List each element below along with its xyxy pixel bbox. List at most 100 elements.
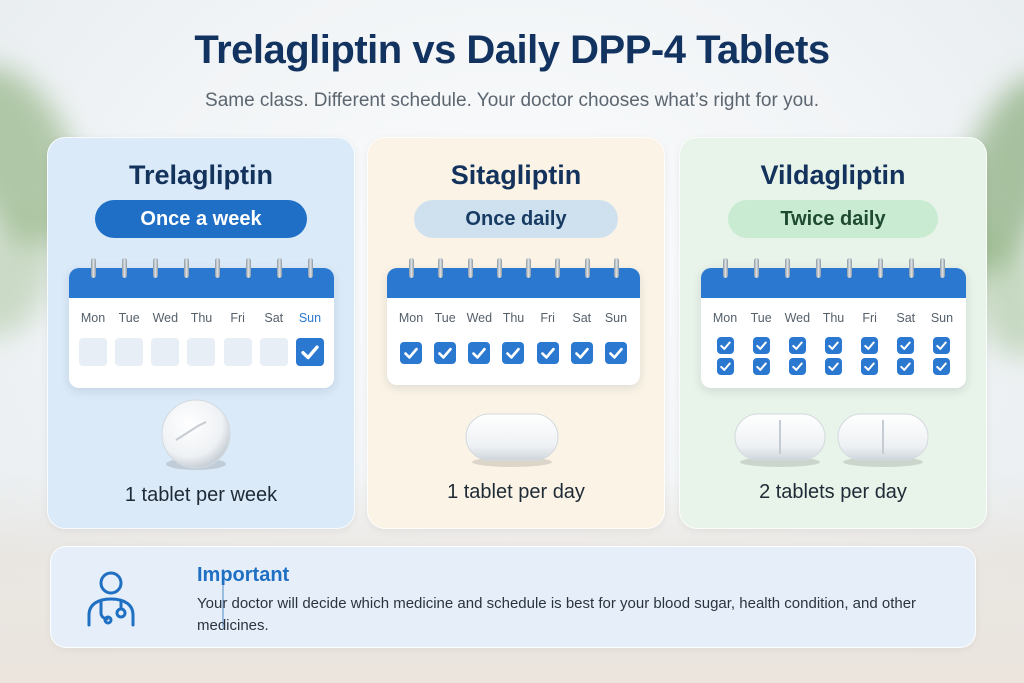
checked-day-checkbox xyxy=(400,342,422,364)
checked-day-checkbox xyxy=(570,342,593,364)
calendar-ring xyxy=(467,258,473,278)
calendar-icon: Mon Tue Wed Thu Fri Sat Sun xyxy=(387,258,640,385)
calendar-ring xyxy=(215,258,220,278)
calendar-header xyxy=(387,268,640,298)
page-title: Trelagliptin vs Daily DPP-4 Tablets xyxy=(194,28,830,72)
calendar-ring xyxy=(584,258,590,278)
checked-day-checkbox xyxy=(604,342,627,364)
note-text: Your doctor will decide which medicine a… xyxy=(197,595,917,634)
dose-caption: 1 tablet per week xyxy=(124,484,278,506)
round-tablet-icon xyxy=(161,399,231,470)
calendar-icon: Mon Tue Wed Thu Fri Sat Sun xyxy=(69,258,334,388)
weekday-label: Sun xyxy=(604,311,628,325)
empty-day-cell xyxy=(187,338,216,366)
weekday-label: Sun xyxy=(298,311,322,325)
doctor-icon xyxy=(87,571,135,627)
weekday-label: Mon xyxy=(712,311,738,325)
note-divider xyxy=(222,569,224,627)
checked-day-checkbox xyxy=(933,358,951,375)
weekday-label: Fri xyxy=(230,311,245,325)
calendar-row xyxy=(709,358,958,375)
scored-tablet-icon xyxy=(837,413,929,467)
checked-day-checkbox xyxy=(468,342,491,364)
calendar-ring xyxy=(184,258,189,278)
checked-day-checkbox xyxy=(502,342,525,364)
weekday-label: Sat xyxy=(896,311,916,325)
weekday-label: Sat xyxy=(572,311,592,325)
checked-day-checkbox xyxy=(434,342,457,364)
frequency-badge: Once daily xyxy=(414,200,618,238)
calendar-ring xyxy=(496,258,502,278)
calendar-row xyxy=(77,338,326,366)
important-note: Important Your doctor will decide which … xyxy=(50,546,976,648)
oval-tablet-icon xyxy=(465,413,559,467)
calendar-ring xyxy=(909,258,914,278)
checked-day-checkbox xyxy=(716,337,734,354)
calendar-ring xyxy=(308,258,313,278)
weekday-label: Wed xyxy=(784,311,811,325)
card-title: Sitagliptin xyxy=(450,160,582,190)
checked-day-checkbox xyxy=(752,358,770,375)
weekday-label: Tue xyxy=(118,311,140,325)
checked-day-checkbox xyxy=(897,337,915,354)
weekday-label: Fri xyxy=(862,311,877,325)
calendar-ring xyxy=(614,258,619,278)
card-vildagliptin: Vildagliptin Twice daily Mon Tue Wed Thu Fri… xyxy=(679,137,987,529)
calendar-ring xyxy=(122,258,127,278)
calendar-ring xyxy=(438,258,444,278)
calendar-ring xyxy=(723,258,728,278)
calendar-ring xyxy=(754,258,759,278)
calendar-header xyxy=(701,268,966,298)
weekday-label: Wed xyxy=(152,311,179,325)
calendar-ring xyxy=(785,258,790,278)
dose-caption: 1 tablet per day xyxy=(447,481,585,503)
weekday-label: Tue xyxy=(750,311,772,325)
calendar-ring xyxy=(878,258,883,278)
checked-day-checkbox xyxy=(861,337,879,354)
calendar-row xyxy=(709,337,958,354)
checked-day-checkbox xyxy=(752,337,770,354)
empty-day-cell xyxy=(79,338,107,366)
note-title: Important xyxy=(197,564,290,586)
empty-day-cell xyxy=(151,338,180,366)
weekday-label: Thu xyxy=(822,311,845,325)
frequency-badge: Twice daily xyxy=(728,200,938,238)
weekday-label: Tue xyxy=(434,311,456,325)
empty-day-cell xyxy=(259,338,288,366)
card-title: Vildagliptin xyxy=(760,160,906,190)
weekday-labels: Mon Tue Wed Thu Fri Sat Sun xyxy=(395,311,632,325)
checked-day-checkbox xyxy=(933,337,951,354)
card-trelagliptin: Trelagliptin Once a week Mon Tue Wed Thu Fri… xyxy=(47,137,355,529)
frequency-badge: Once a week xyxy=(95,200,307,238)
calendar-row xyxy=(395,342,632,364)
calendar-ring xyxy=(409,258,414,278)
weekday-label: Sat xyxy=(264,311,284,325)
weekday-label: Thu xyxy=(190,311,213,325)
empty-day-cell xyxy=(115,338,144,366)
weekday-label: Mon xyxy=(398,311,424,325)
weekday-label: Mon xyxy=(80,311,106,325)
dose-caption: 2 tablets per day xyxy=(759,481,907,503)
calendar-ring xyxy=(816,258,821,278)
weekday-label: Wed xyxy=(466,311,493,325)
empty-day-cell xyxy=(223,338,252,366)
weekday-label: Fri xyxy=(540,311,555,325)
checked-day-checkbox xyxy=(897,358,915,375)
weekday-labels: Mon Tue Wed Thu Fri Sat Sun xyxy=(77,311,326,325)
checked-day-checkbox xyxy=(536,342,559,364)
checked-day-checkbox xyxy=(295,338,324,366)
card-sitagliptin: Sitagliptin Once daily Mon Tue Wed Thu Fri Sa… xyxy=(367,137,665,529)
calendar-ring xyxy=(277,258,282,278)
calendar-ring xyxy=(555,258,561,278)
checked-day-checkbox xyxy=(788,358,806,375)
checked-day-checkbox xyxy=(861,358,879,375)
calendar-ring xyxy=(91,258,96,278)
calendar-ring xyxy=(153,258,158,278)
scored-tablet-icon xyxy=(734,413,826,467)
page-subtitle: Same class. Different schedule. Your doc… xyxy=(205,90,819,111)
card-title: Trelagliptin xyxy=(128,160,274,190)
weekday-label: Sun xyxy=(930,311,954,325)
checked-day-checkbox xyxy=(716,358,734,375)
checked-day-checkbox xyxy=(788,337,806,354)
checked-day-checkbox xyxy=(824,337,842,354)
